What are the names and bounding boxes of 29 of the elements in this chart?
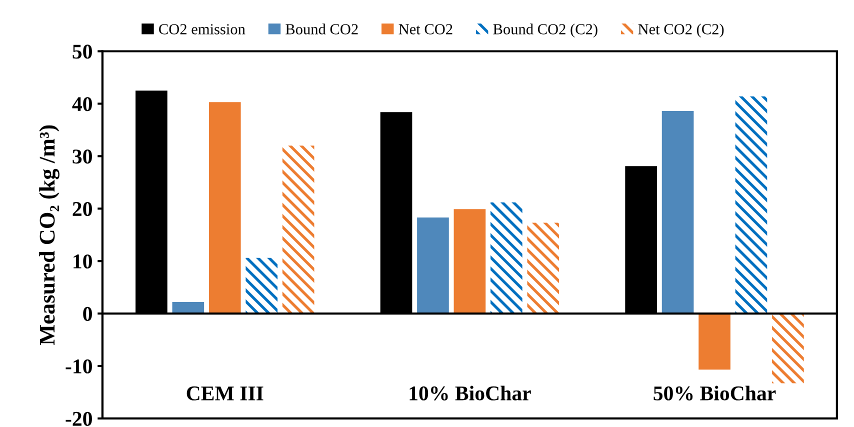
x-tick-label: 10% BioChar xyxy=(410,386,531,400)
bar xyxy=(454,209,486,314)
x-tick-label: 50% BioChar xyxy=(654,386,776,400)
legend-label: CO2 emission xyxy=(159,24,246,34)
y-tick-label: -10 xyxy=(66,359,92,374)
legend-label: Net CO2 (C2) xyxy=(638,24,724,38)
bar xyxy=(208,102,241,314)
bar xyxy=(527,222,560,314)
bar xyxy=(772,314,804,384)
bar xyxy=(417,218,449,314)
y-tick-label: 30 xyxy=(72,150,92,164)
legend-label: Net CO2 xyxy=(398,24,452,34)
legend-label: Bound CO2 xyxy=(286,24,358,34)
bar xyxy=(172,302,204,314)
y-tick-label: 0 xyxy=(83,306,92,321)
bar xyxy=(698,314,730,370)
bar xyxy=(282,146,314,314)
legend-label: Bound CO2 (C2) xyxy=(493,24,598,38)
x-tick-label: CEM III xyxy=(186,386,264,400)
bar xyxy=(735,96,768,314)
y-tick-label: 20 xyxy=(72,202,92,216)
y-tick-label: 10 xyxy=(74,254,92,269)
y-axis-title: Measured CO₂ (kg /m³) xyxy=(39,125,60,345)
y-tick-label: 50 xyxy=(72,44,92,59)
y-tick-label: -20 xyxy=(66,412,92,426)
bar xyxy=(490,202,522,314)
y-tick-label: 40 xyxy=(72,97,92,112)
bar xyxy=(662,111,694,314)
bar xyxy=(246,258,278,314)
